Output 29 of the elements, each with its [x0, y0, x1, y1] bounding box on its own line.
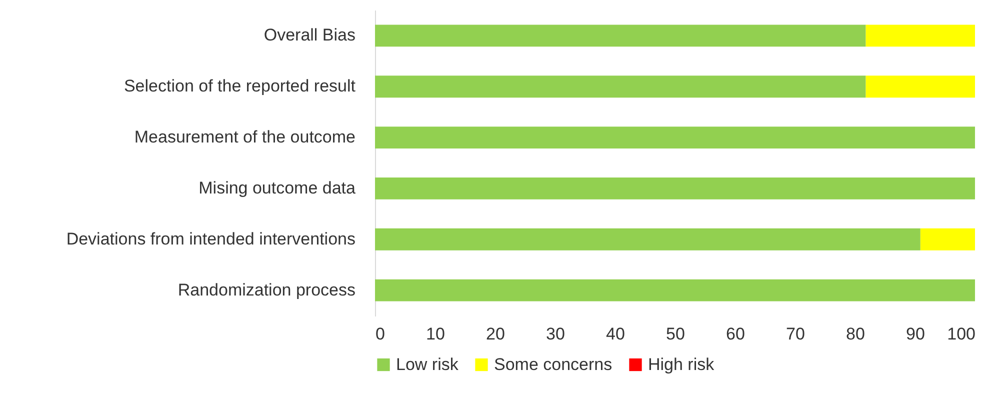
x-tick-label: 0: [376, 324, 385, 344]
x-tick-label: 100: [947, 324, 976, 344]
legend-label: Low risk: [396, 354, 459, 374]
bar: [866, 76, 975, 98]
x-tick-label: 60: [726, 324, 745, 344]
bar: [375, 76, 866, 98]
bar: [866, 24, 975, 47]
bar: [375, 228, 920, 250]
bar: [375, 24, 866, 47]
x-tick-label: 30: [546, 324, 565, 344]
y-tick-label: Mising outcome data: [198, 178, 356, 198]
x-tick-label: 70: [786, 324, 805, 344]
y-tick-label: Measurement of the outcome: [134, 128, 356, 147]
legend-label: High risk: [648, 354, 715, 374]
x-tick-label: 50: [666, 324, 685, 344]
x-tick-label: 40: [606, 324, 625, 344]
bar: [375, 178, 975, 200]
x-tick-label: 20: [486, 324, 505, 344]
legend-label: Some concerns: [494, 354, 612, 374]
y-tick-label: Randomization process: [178, 280, 356, 300]
bar: [375, 279, 975, 302]
bar: [920, 228, 975, 250]
x-tick-label: 10: [426, 324, 445, 344]
y-tick-label: Overall Bias: [264, 26, 356, 45]
x-tick-label: 90: [906, 324, 925, 344]
x-tick-label: 80: [846, 324, 865, 344]
y-tick-label: Deviations from intended interventions: [66, 229, 356, 248]
y-tick-label: Selection of the reported result: [124, 76, 356, 96]
bar: [375, 126, 975, 148]
